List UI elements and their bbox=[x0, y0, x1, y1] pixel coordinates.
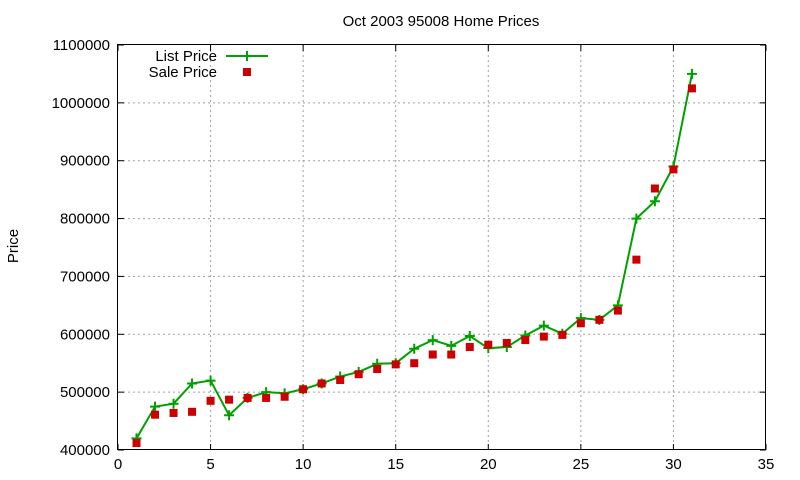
data-point-sale-price bbox=[132, 439, 141, 448]
x-tick-label: 0 bbox=[114, 456, 122, 473]
data-point-list-price bbox=[686, 68, 697, 79]
data-point-list-price bbox=[538, 320, 549, 331]
data-point-sale-price bbox=[299, 385, 308, 394]
data-point-sale-price bbox=[410, 359, 419, 368]
y-tick-label: 600000 bbox=[60, 326, 110, 343]
data-point-sale-price bbox=[262, 393, 271, 402]
chart-title: Oct 2003 95008 Home Prices bbox=[343, 13, 540, 30]
data-point-list-price bbox=[631, 213, 642, 224]
legend-swatch-sale-price bbox=[243, 68, 251, 76]
data-point-sale-price bbox=[465, 343, 474, 352]
data-point-sale-price bbox=[206, 396, 215, 405]
data-point-sale-price bbox=[428, 350, 437, 359]
axis-ticks: 0 5 10 15 20 25 30 35 400000 500000 600000 700000 80… bbox=[52, 37, 775, 473]
data-point-sale-price bbox=[576, 319, 585, 328]
y-tick-label: 900000 bbox=[60, 153, 110, 170]
data-point-sale-price bbox=[502, 338, 511, 347]
grid-lines bbox=[118, 45, 766, 450]
y-tick-label: 500000 bbox=[60, 384, 110, 401]
data-point-list-price bbox=[224, 410, 235, 421]
y-axis-label: Price bbox=[5, 229, 22, 263]
data-point-sale-price bbox=[558, 330, 567, 339]
data-point-sale-price bbox=[539, 332, 548, 341]
y-tick-label: 1000000 bbox=[52, 95, 110, 112]
data-point-list-price bbox=[427, 335, 438, 346]
x-tick-label: 10 bbox=[295, 456, 312, 473]
data-point-sale-price bbox=[687, 84, 696, 93]
data-point-sale-price bbox=[188, 407, 197, 416]
data-point-sale-price bbox=[243, 393, 252, 402]
x-tick-label: 20 bbox=[480, 456, 497, 473]
data-point-list-price bbox=[409, 343, 420, 354]
data-point-sale-price bbox=[613, 306, 622, 315]
y-tick-label: 800000 bbox=[60, 211, 110, 228]
data-point-list-price bbox=[464, 331, 475, 342]
data-point-sale-price bbox=[650, 184, 659, 193]
data-point-sale-price bbox=[225, 395, 234, 404]
data-point-list-price bbox=[649, 196, 660, 207]
data-point-sale-price bbox=[484, 340, 493, 349]
data-point-sale-price bbox=[151, 410, 160, 419]
data-point-sale-price bbox=[280, 392, 289, 401]
y-tick-label: 700000 bbox=[60, 268, 110, 285]
data-point-sale-price bbox=[669, 165, 678, 174]
plot-series bbox=[131, 68, 697, 448]
data-point-sale-price bbox=[447, 350, 456, 359]
data-point-list-price bbox=[187, 378, 198, 389]
data-point-list-price bbox=[446, 340, 457, 351]
y-tick-label: 400000 bbox=[60, 442, 110, 459]
x-tick-label: 5 bbox=[206, 456, 214, 473]
x-tick-label: 15 bbox=[387, 456, 404, 473]
x-tick-label: 25 bbox=[573, 456, 590, 473]
data-point-list-price bbox=[168, 398, 179, 409]
data-point-sale-price bbox=[391, 360, 400, 369]
plot-frame bbox=[117, 44, 766, 450]
series-line-list-price bbox=[135, 73, 693, 439]
data-point-sale-price bbox=[169, 408, 178, 417]
data-point-sale-price bbox=[521, 336, 530, 345]
data-point-sale-price bbox=[336, 375, 345, 384]
legend: List Price Sale Price bbox=[149, 48, 268, 81]
data-point-sale-price bbox=[373, 365, 382, 373]
data-point-list-price bbox=[205, 375, 216, 386]
legend-marker-list-price bbox=[242, 51, 252, 61]
data-point-sale-price bbox=[595, 315, 604, 324]
x-tick-label: 35 bbox=[758, 456, 775, 473]
legend-label-list-price: List Price bbox=[155, 48, 217, 65]
data-point-sale-price bbox=[632, 255, 641, 264]
y-tick-label: 1100000 bbox=[53, 37, 110, 54]
legend-label-sale-price: Sale Price bbox=[149, 64, 217, 81]
data-point-sale-price bbox=[354, 370, 363, 379]
data-point-sale-price bbox=[317, 379, 326, 388]
data-point-list-price bbox=[150, 401, 161, 412]
x-tick-label: 30 bbox=[665, 456, 682, 473]
